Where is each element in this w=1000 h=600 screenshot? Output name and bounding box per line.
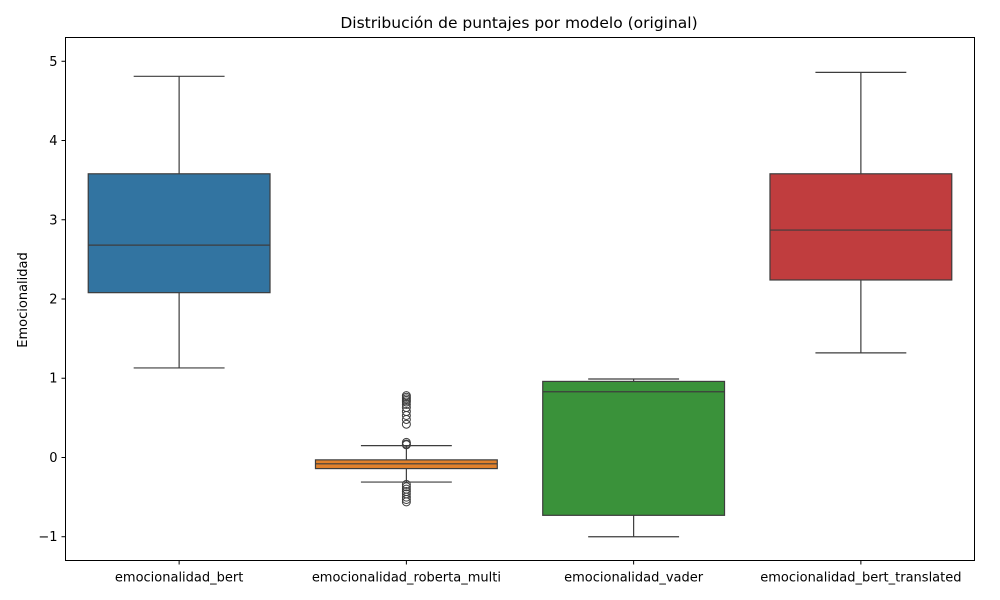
outlier-point	[401, 399, 411, 409]
y-ticks: 5 4 3 2 1 0 −1	[38, 55, 66, 545]
x-tick-label: emocionalidad_bert	[115, 571, 243, 586]
y-tick-label: 2	[49, 293, 57, 308]
box-emocionalidad_vader	[542, 378, 726, 538]
chart-title: Distribución de puntajes por modelo (ori…	[340, 14, 697, 32]
y-tick-label: 5	[49, 55, 57, 70]
outlier-point	[401, 497, 411, 507]
outlier-point	[401, 410, 411, 420]
outlier-point	[401, 419, 411, 429]
y-tick-label: 1	[49, 372, 57, 387]
x-tick-label: emocionalidad_vader	[564, 571, 704, 586]
outlier-point	[401, 440, 411, 450]
outlier-point	[401, 397, 411, 407]
plot-frame	[65, 37, 975, 561]
box-emocionalidad_bert	[87, 75, 271, 369]
boxes-layer	[87, 71, 953, 538]
x-tick-label: emocionalidad_roberta_multi	[312, 571, 501, 586]
outlier-point	[401, 479, 411, 489]
outlier-point	[401, 482, 411, 492]
box-emocionalidad_bert_translated	[769, 71, 953, 354]
y-tick-label: 3	[49, 213, 57, 228]
x-ticks: emocionalidad_bert emocionalidad_roberta_…	[115, 560, 962, 586]
iqr-box	[542, 380, 726, 516]
y-tick-label: 0	[49, 451, 57, 466]
y-axis-label: Emocionalidad	[16, 252, 31, 347]
y-tick-label: −1	[38, 530, 57, 545]
outlier-point	[401, 414, 411, 424]
y-tick-label: 4	[49, 134, 57, 149]
outlier-point	[401, 494, 411, 504]
iqr-box	[769, 173, 953, 281]
iqr-box	[87, 173, 271, 294]
outlier-point	[401, 492, 411, 502]
box-emocionalidad_roberta_multi	[314, 391, 498, 507]
x-tick-label: emocionalidad_bert_translated	[760, 571, 961, 586]
